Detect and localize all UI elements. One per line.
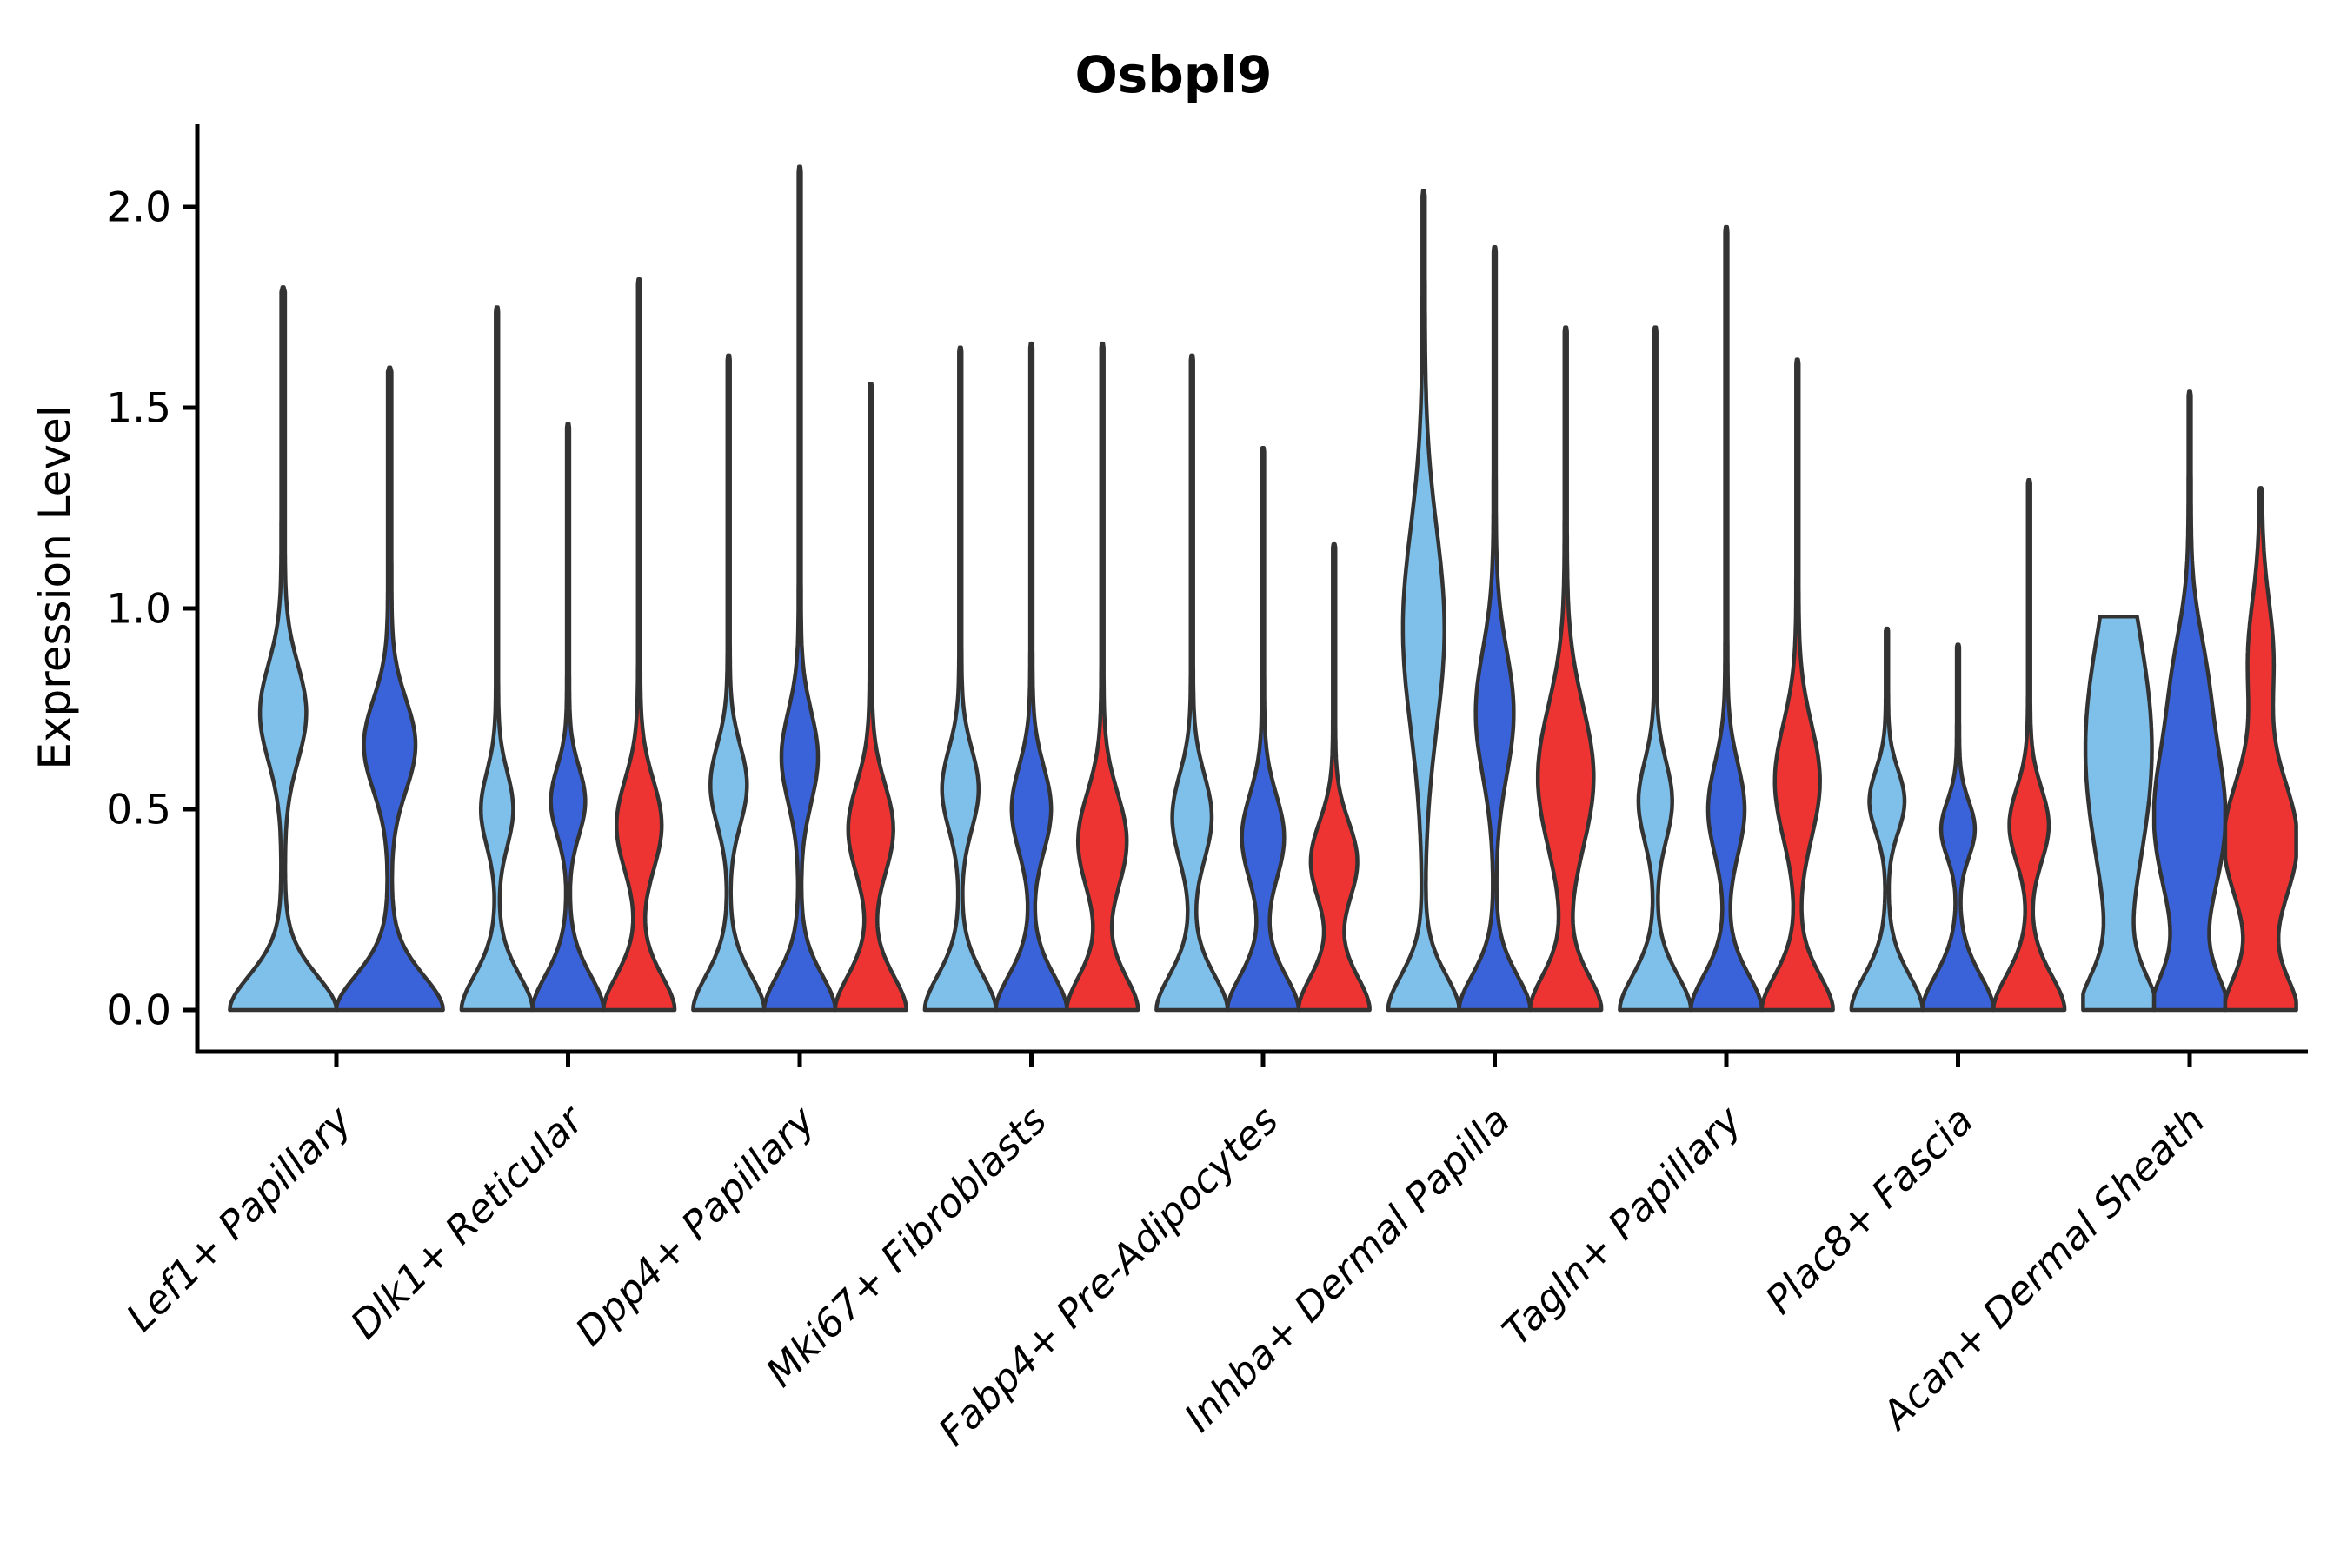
violin-tagln-condition-lightblue [1618, 325, 1693, 1013]
x-tick-label-tagln: Tagln+ Papillary [1493, 1096, 1752, 1354]
violin-lef1-condition-darkblue [334, 365, 445, 1013]
violin-lef1-condition-lightblue [228, 285, 339, 1013]
violin-tagln-condition-red [1759, 357, 1835, 1013]
violin-inhba-condition-red [1528, 325, 1604, 1013]
violin-dpp4-condition-lightblue [691, 353, 767, 1013]
y-tick-label: 1.5 [106, 384, 171, 432]
violin-dlk1-condition-darkblue [530, 422, 606, 1013]
violin-inhba-condition-darkblue [1457, 244, 1533, 1013]
violin-acan-condition-red [2223, 486, 2298, 1013]
y-tick-label: 0.0 [106, 987, 171, 1034]
x-tick-label-dpp4: Dpp4+ Papillary [567, 1096, 825, 1354]
y-tick-label: 2.0 [106, 183, 171, 231]
violin-dpp4-condition-red [833, 382, 908, 1013]
x-tick-label-lef1: Lef1+ Papillary [117, 1096, 362, 1340]
violin-fabp4-condition-darkblue [1225, 445, 1301, 1013]
violin-dlk1-condition-lightblue [459, 305, 535, 1013]
violin-dpp4-condition-darkblue [761, 164, 838, 1013]
violin-plac8-condition-red [1991, 477, 2067, 1013]
violin-mki67-condition-red [1065, 341, 1140, 1013]
violin-acan-condition-darkblue [2151, 389, 2228, 1013]
violin-mki67-condition-lightblue [922, 345, 998, 1013]
x-tick-label-dlk1: Dlk1+ Reticular [342, 1096, 594, 1348]
violin-fabp4-condition-red [1296, 541, 1372, 1013]
y-axis-label: Expression Level [30, 405, 80, 769]
violin-inhba-condition-lightblue [1386, 189, 1461, 1013]
chart-title: Osbpl9 [1074, 45, 1272, 104]
violin-mki67-condition-darkblue [994, 341, 1069, 1013]
violin-plac8-condition-darkblue [1920, 642, 1996, 1013]
violin-acan-condition-lightblue [2081, 614, 2157, 1013]
y-tick-label: 1.0 [106, 585, 171, 633]
violin-fabp4-condition-lightblue [1154, 353, 1230, 1013]
x-tick-label-plac8: Plac8+ Fascia [1757, 1097, 1983, 1323]
y-tick-label: 0.5 [106, 786, 171, 834]
violin-tagln-condition-darkblue [1688, 224, 1765, 1013]
violin-plac8-condition-lightblue [1849, 626, 1925, 1013]
violin-dlk1-condition-red [602, 276, 677, 1013]
